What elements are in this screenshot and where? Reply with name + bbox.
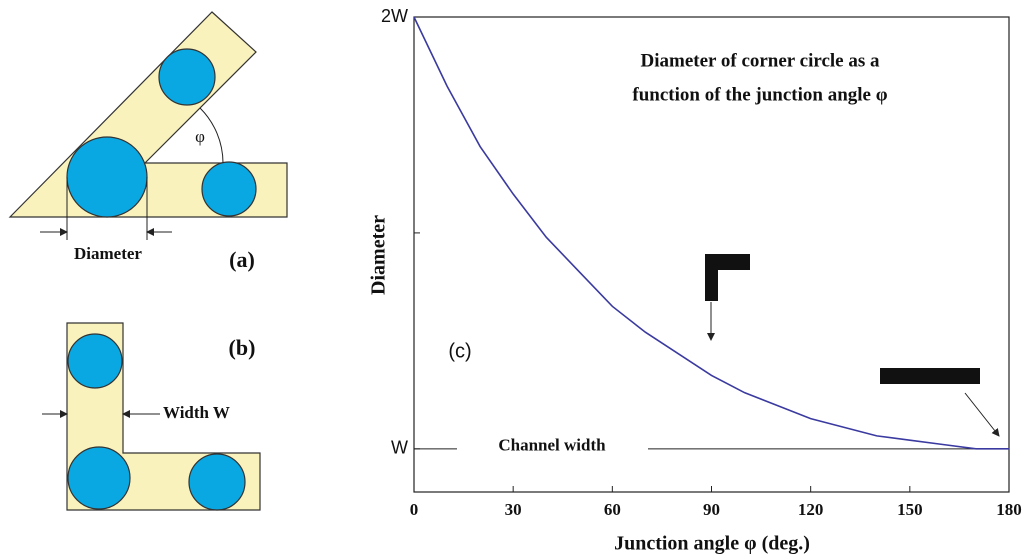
x-tick-label: 90 — [703, 500, 720, 519]
straight-icon — [880, 368, 980, 384]
x-tick-label: 0 — [410, 500, 419, 519]
chart-title: function of the junction angle φ — [632, 84, 887, 105]
angle-label: φ — [195, 127, 205, 146]
x-tick-label: 60 — [604, 500, 621, 519]
x-tick-label: 180 — [996, 500, 1022, 519]
x-tick-label: 120 — [798, 500, 824, 519]
diagram-b: Width W (b) — [42, 322, 261, 511]
panel-label: (c) — [448, 340, 471, 362]
reference-label: Channel width — [498, 436, 606, 455]
l-shape-icon — [705, 254, 750, 270]
diagram-a: φ Diameter (a) — [8, 11, 288, 272]
width-label: Width W — [163, 403, 230, 422]
diameter-label: Diameter — [74, 244, 142, 263]
x-axis-label: Junction angle φ (deg.) — [614, 533, 810, 555]
y-tick-label: 2W — [381, 6, 408, 26]
x-tick-label: 30 — [505, 500, 522, 519]
chart-title: Diameter of corner circle as a — [641, 50, 880, 71]
arrow — [964, 392, 1000, 437]
y-axis-label: Diameter — [368, 215, 390, 295]
panel-label: (b) — [229, 335, 256, 360]
y-tick-label: W — [391, 438, 408, 458]
data-line — [413, 16, 1009, 450]
panel-label: (a) — [229, 247, 255, 272]
chart: Diameter of corner circle as a function … — [368, 6, 1022, 555]
x-tick-label: 150 — [897, 500, 923, 519]
